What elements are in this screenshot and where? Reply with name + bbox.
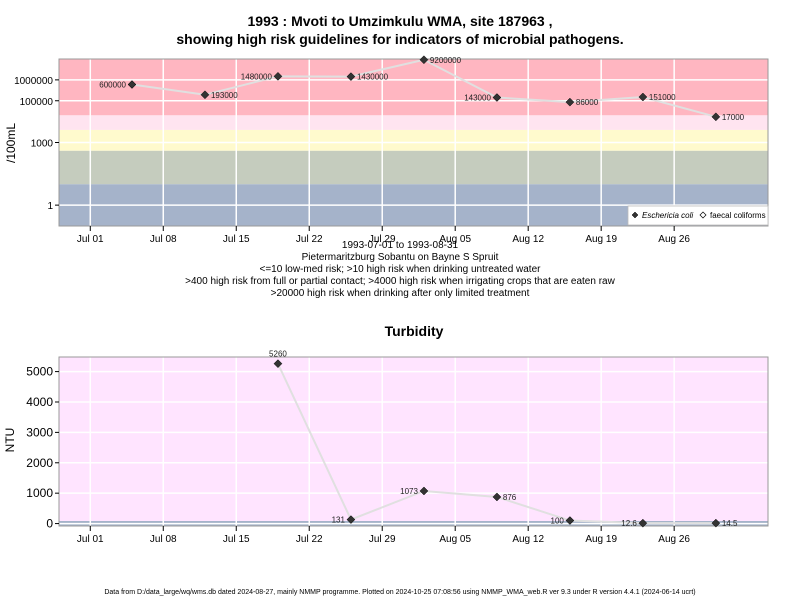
data-point <box>492 492 502 502</box>
y-tick-label: 5000 <box>26 365 53 379</box>
risk-band <box>59 150 768 185</box>
data-label: 17000 <box>722 113 745 122</box>
data-point <box>273 359 283 369</box>
x-tick-label: Jul 15 <box>223 534 250 545</box>
x-tick-label: Aug 26 <box>658 534 690 545</box>
data-point <box>565 97 575 107</box>
guideline-text-3: >20000 high risk when drinking after onl… <box>270 288 530 299</box>
guideline-text-2: >400 high risk from full or partial cont… <box>185 276 615 287</box>
data-label: 1480000 <box>241 72 273 81</box>
data-label: 9200000 <box>430 56 462 65</box>
chart-title-line-1: 1993 : Mvoti to Umzimkulu WMA, site 1879… <box>247 13 553 29</box>
y-tick-label: 100000 <box>20 97 54 108</box>
data-label: 86000 <box>576 98 599 107</box>
data-label: 5260 <box>269 350 287 359</box>
legend-label-ecoli: Eschericia coli <box>642 211 693 220</box>
data-point <box>711 112 721 122</box>
x-tick-label: Aug 12 <box>512 234 544 245</box>
x-tick-label: Jul 29 <box>369 534 396 545</box>
y-tick-label: 0 <box>46 517 53 531</box>
data-point <box>638 518 648 528</box>
microbial-plot: 1 1000 100000 1000000 Jul 01 Jul 08 Jul 15 Jul … <box>14 55 769 245</box>
x-tick-label: Aug 19 <box>585 234 617 245</box>
risk-band <box>59 115 768 130</box>
data-label: 600000 <box>99 81 126 90</box>
data-point <box>200 90 210 100</box>
site-name-text: Pietermaritzburg Sobantu on Bayne S Spru… <box>301 252 499 263</box>
y-tick-label: 1 <box>47 201 53 212</box>
y-tick-label: 3000 <box>26 425 53 439</box>
data-point <box>638 92 648 102</box>
x-tick-label: Jul 08 <box>150 234 177 245</box>
legend: Eschericia coli faecal coliforms <box>627 205 769 226</box>
data-label: 876 <box>503 493 517 502</box>
risk-band <box>59 129 768 151</box>
data-point <box>346 72 356 81</box>
data-point <box>419 55 429 65</box>
turbidity-title: Turbidity <box>385 323 444 339</box>
data-point <box>419 486 429 496</box>
data-label: 12.6 <box>621 519 637 528</box>
y-tick-label: 1000 <box>31 139 54 150</box>
turbidity-plot: 0 1000 2000 3000 4000 5000 Jul 01 Jul 08 Jul 15 J… <box>26 323 769 545</box>
data-label: 1073 <box>400 487 418 496</box>
x-tick-label: Jul 22 <box>296 234 323 245</box>
data-label: 100 <box>551 517 565 526</box>
x-tick-label: Jul 01 <box>77 534 104 545</box>
data-point <box>273 71 283 81</box>
legend-marker-faecal <box>699 211 707 219</box>
data-point <box>565 516 575 525</box>
y-tick-label: 2000 <box>26 456 53 470</box>
x-tick-label: Jul 29 <box>369 234 396 245</box>
x-tick-label: Aug 12 <box>512 534 544 545</box>
x-tick-label: Aug 19 <box>585 534 617 545</box>
data-label: 193000 <box>211 91 238 100</box>
y-tick-label: 1000000 <box>14 76 53 87</box>
data-label: 14.5 <box>722 519 738 528</box>
footer-note: Data from D:/data_large/wq/wms.db dated … <box>104 589 696 596</box>
data-point <box>127 80 137 89</box>
guideline-text-1: <=10 low-med risk; >10 high risk when dr… <box>259 264 541 275</box>
x-tick-label: Jul 15 <box>223 234 250 245</box>
x-tick-label: Aug 05 <box>439 234 471 245</box>
legend-box <box>627 205 769 226</box>
x-tick-label: Jul 01 <box>77 234 104 245</box>
legend-marker-ecoli <box>631 211 639 219</box>
data-point <box>492 93 502 102</box>
x-tick-label: Aug 05 <box>439 534 471 545</box>
x-tick-label: Jul 22 <box>296 534 323 545</box>
data-label: 151000 <box>649 93 676 102</box>
legend-label-faecal: faecal coliforms <box>710 211 766 220</box>
plot-background <box>59 357 768 526</box>
y-tick-label: 4000 <box>26 395 53 409</box>
y-tick-label: 1000 <box>26 486 53 500</box>
plot-frame <box>58 356 769 527</box>
x-tick-label: Aug 26 <box>658 234 690 245</box>
data-point <box>346 515 356 524</box>
data-label: 131 <box>332 516 346 525</box>
data-label: 143000 <box>464 94 491 103</box>
data-label: 1430000 <box>357 73 389 82</box>
date-range-text: 1993-07-01 to 1993-08-31 <box>341 240 459 251</box>
x-tick-label: Jul 08 <box>150 534 177 545</box>
data-point <box>711 518 721 528</box>
chart-title-line-2: showing high risk guidelines for indicat… <box>176 31 624 47</box>
risk-band <box>59 59 768 116</box>
